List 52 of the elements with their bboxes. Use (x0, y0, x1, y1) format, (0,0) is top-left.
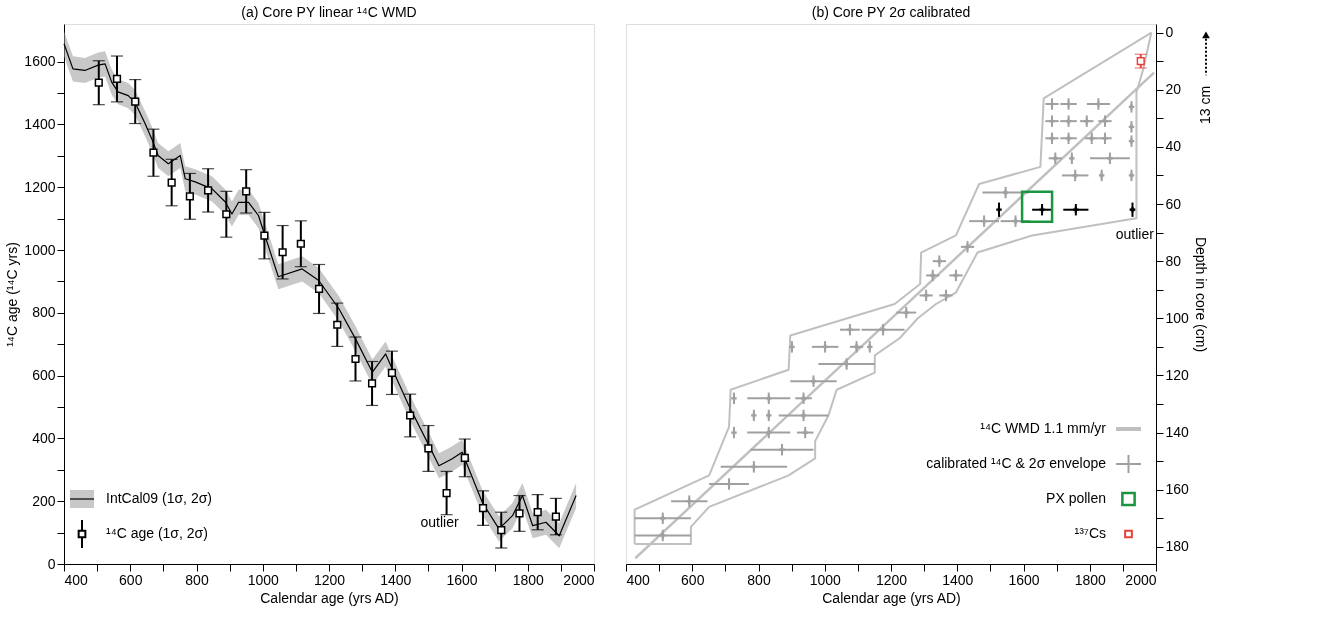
y-tick-label: 1600 (24, 53, 56, 70)
y-tick-label: 800 (32, 304, 56, 321)
legend-label: calibrated ¹⁴C & 2σ envelope (926, 455, 1107, 471)
y2-tick-label: 80 (1165, 252, 1182, 269)
y2-tick-label: 60 (1165, 195, 1182, 212)
x-tick-label: 1000 (809, 571, 842, 588)
chart-title: (a) Core PY linear ¹⁴C WMD (241, 4, 417, 20)
y2-tick-label: 40 (1165, 138, 1182, 155)
x-tick-label: 400 (626, 571, 651, 588)
y2-tick-label: 0 (1165, 24, 1174, 41)
y-tick-label: 0 (47, 555, 56, 572)
x-axis-title: Calendar age (yrs AD) (260, 589, 399, 606)
y-axis-title: ¹⁴C age (¹⁴C yrs) (4, 242, 21, 347)
annotation: outlier (1115, 225, 1155, 242)
legend-label: ¹⁴C age (1σ, 2σ) (106, 525, 208, 541)
x-tick-label: 2000 (1125, 571, 1157, 588)
x-tick-label: 2000 (563, 571, 595, 588)
x-tick-label: 1200 (875, 571, 908, 588)
y2-tick-label: 100 (1165, 309, 1190, 326)
x-tick-label: 400 (64, 571, 89, 588)
text: 13 cm (1197, 85, 1213, 125)
x-tick-label: 1800 (512, 571, 545, 588)
y2-tick-label: 160 (1165, 481, 1190, 498)
legend-label: PX pollen (1046, 490, 1106, 506)
legend-label: IntCal09 (1σ, 2σ) (106, 490, 212, 506)
x-tick-label: 1600 (1008, 571, 1040, 588)
y2-tick-label: 20 (1165, 81, 1182, 98)
x-tick-label: 1000 (247, 571, 280, 588)
x-tick-label: 800 (185, 571, 209, 588)
x-axis-title: Calendar age (yrs AD) (822, 589, 961, 606)
legend-label: ¹³⁷Cs (1074, 525, 1106, 541)
x-tick-label: 600 (681, 571, 705, 588)
x-tick-label: 1400 (380, 571, 412, 588)
x-tick-label: 600 (119, 571, 143, 588)
y2-tick-label: 140 (1165, 424, 1190, 441)
x-tick-label: 1600 (446, 571, 478, 588)
x-tick-label: 1800 (1074, 571, 1107, 588)
y2-tick-label: 120 (1165, 366, 1190, 383)
y2-tick-label: 180 (1165, 538, 1190, 555)
annotation: outlier (420, 514, 459, 531)
x-tick-label: 1200 (313, 571, 346, 588)
y-tick-label: 600 (32, 367, 56, 384)
legend-label: ¹⁴C WMD 1.1 mm/yr (980, 420, 1107, 436)
x-tick-label: 800 (747, 571, 771, 588)
y2-axis-title: Depth in core (cm) (1192, 236, 1209, 353)
chart-title: (b) Core PY 2σ calibrated (811, 4, 971, 20)
y-tick-label: 200 (32, 492, 56, 509)
x-tick-label: 1400 (942, 571, 974, 588)
y-tick-label: 1200 (24, 178, 56, 195)
y-tick-label: 1000 (24, 241, 56, 258)
y-tick-label: 1400 (24, 115, 56, 132)
y-tick-label: 400 (32, 429, 56, 446)
